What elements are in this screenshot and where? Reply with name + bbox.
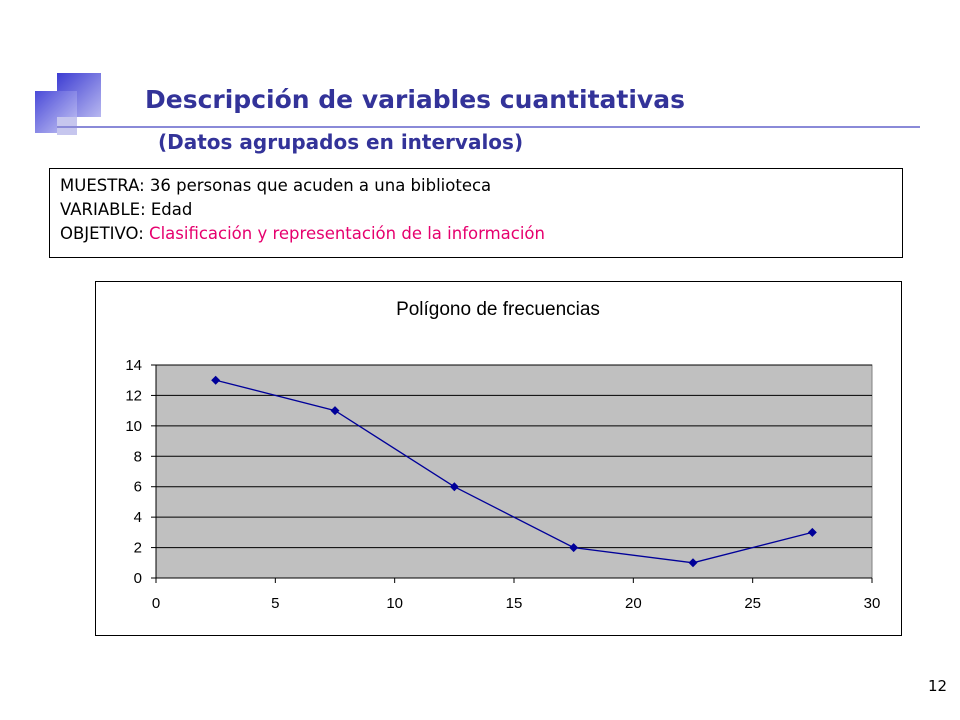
chart-plot-layer: 0 2 4 6 8 10 12 14 0 5 10 15 20 25 30: [125, 357, 880, 612]
x-tick-label: 25: [744, 595, 761, 612]
x-tick-label: 10: [386, 595, 403, 612]
info-objective-line: OBJETIVO: Clasificación y representación…: [60, 222, 902, 246]
title-underline: [57, 126, 920, 128]
info-sample-line: MUESTRA: 36 personas que acuden a una bi…: [60, 176, 492, 195]
plot-area: [155, 364, 873, 579]
data-point: [688, 558, 698, 568]
data-point: [569, 543, 579, 553]
info-variable-line: VARIABLE: Edad: [60, 200, 193, 219]
series-line: [215, 379, 813, 564]
x-tick-label: 15: [506, 595, 523, 612]
y-tick-label: 10: [125, 418, 142, 435]
y-tick-label: 14: [125, 357, 142, 374]
y-tick-label: 12: [125, 387, 142, 404]
y-tick-label: 8: [134, 448, 142, 465]
x-tick-label: 5: [271, 595, 279, 612]
slide-subtitle: (Datos agrupados en intervalos): [158, 130, 524, 154]
data-point: [449, 482, 459, 492]
slide-title: Descripción de variables cuantitativas: [145, 85, 685, 114]
y-tick-label: 6: [134, 479, 142, 496]
data-point: [211, 375, 221, 385]
data-point: [330, 406, 340, 416]
y-tick-label: 4: [134, 509, 142, 526]
y-tick-label: 2: [134, 540, 142, 557]
x-tick-label: 20: [625, 595, 642, 612]
data-point: [807, 527, 817, 537]
chart-frame: Polígono de frecuencias 0 2 4 6 8 10 12 14 0 5 10 1…: [95, 281, 902, 636]
y-tick-label: 0: [134, 570, 142, 587]
frequency-polygon-chart: Polígono de frecuencias 0 2 4 6 8 10 12 14 0 5 10 1…: [125, 299, 880, 612]
info-box: MUESTRA: 36 personas que acuden a una bi…: [49, 168, 903, 258]
chart-title: Polígono de frecuencias: [396, 299, 600, 320]
objective-label: OBJETIVO:: [60, 224, 150, 243]
objective-value: Clasificación y representación de la inf…: [149, 224, 545, 243]
page-number: 12: [928, 677, 948, 695]
x-tick-label: 0: [152, 595, 160, 612]
x-tick-label: 30: [864, 595, 881, 612]
